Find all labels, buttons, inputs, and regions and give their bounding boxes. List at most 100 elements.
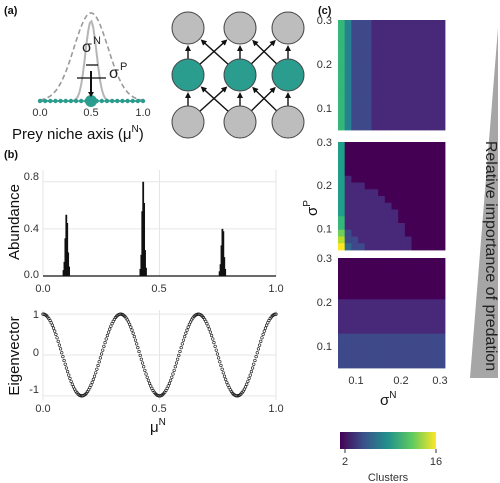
panel-c-label: (c) [318,5,332,17]
heatmap-cell [418,81,426,90]
heatmap-cell [438,361,446,369]
heatmap-cell [384,223,392,231]
heatmap-cell [344,88,352,97]
heatmap-cell [431,88,439,97]
heatmap-cell [411,361,419,369]
heatmap-cell [438,209,446,217]
heatmap-cell [438,243,446,251]
heatmap-cell [411,47,419,55]
heatmap-cell [438,162,446,170]
heatmap-cell [364,313,372,321]
heatmap-cell [404,148,412,156]
heatmap-cell [431,278,439,286]
heatmap-cell [438,123,446,131]
heatmap-cell [364,116,372,124]
niche-point [140,98,146,104]
heatmap-cell [398,26,406,35]
heatmap-cell [438,102,446,110]
heatmap-cell [358,75,366,83]
sigma-p-ylabel: σP [302,200,321,216]
heatmap-cell [338,333,346,341]
niche-point [120,98,125,104]
heatmap-cell [398,209,406,217]
a-xtick: 0.0 [32,107,47,119]
heatmap-cell [378,81,386,90]
heatmap-cell [404,155,412,163]
eigenvector-ytick: 0 [33,347,39,359]
heatmap-cell [438,313,446,321]
eigenvector-point [174,361,179,365]
heatmap-cell [351,102,359,110]
heatmap-cell [438,109,446,117]
heatmap-cell [338,54,346,62]
eigenvector-point [256,347,261,351]
heatmap-cell [438,306,446,314]
heatmap-cell [378,278,386,286]
heatmap-cell [344,278,352,286]
heatmap-cell [418,61,426,69]
eigenvector-point [245,382,249,386]
heatmap-cell [431,216,439,224]
heatmap-cell [358,354,366,362]
heatmap-cell [431,243,439,251]
eigenvector-point [140,361,145,365]
niche-point [125,98,130,104]
heatmap-cell [404,95,412,103]
heatmap-cell [358,236,366,244]
heatmap-cell [351,347,359,355]
prey-node [271,58,305,92]
heatmap-cell [384,155,392,163]
predator-node [223,11,257,45]
heatmap-cell [424,169,433,177]
heatmap-cell [338,196,346,204]
heatmap-cell [391,189,399,197]
heatmap-cell [398,258,406,266]
heatmap-cell [404,26,412,35]
heatmap-cell [391,202,399,210]
heatmap-cell [364,361,372,369]
eigenvector-point [105,333,109,338]
eigenvector-point [259,339,263,343]
eigenvector-point [108,327,112,331]
heatmap-cell [418,102,426,110]
heatmap-cell [424,278,433,286]
network-arrow [199,88,225,112]
heatmap-cell [344,196,352,204]
heatmap-cell [384,116,392,124]
heatmap-cell [411,182,419,190]
eigenvector-point [67,373,71,377]
heatmap-cell [398,319,406,328]
heatmap-cell [404,40,412,48]
heatmap-cell [364,326,372,335]
heatmap-cell [398,243,406,251]
eigenvector-point [68,376,72,380]
heatmap-cell [438,189,446,197]
heatmap-cell [411,209,419,217]
heatmap-cell [378,68,386,76]
heatmap-cell [411,162,419,170]
heatmap-cell [418,354,426,362]
heatmap-cell [338,209,346,217]
heatmap-cell [338,271,346,280]
heatmap-cell [424,95,433,103]
eigenvector-point [179,346,183,350]
heatmap-cell [411,148,419,156]
heatmap-cell [384,26,392,35]
heatmap-cell [364,347,372,355]
colorbar-gradient [340,432,436,449]
eigenvector-point [213,344,217,348]
abundance-bar [221,228,224,276]
sigma-p-sup: P [120,61,127,73]
heatmap-cell [364,299,372,307]
heatmap-cell [338,354,346,362]
heatmap-cell [431,299,439,307]
eigenvector-point [142,365,146,369]
heatmap-cell [418,162,426,170]
heatmap-cell [391,229,399,237]
heatmap-cell [338,40,346,48]
heatmap-cell [438,202,446,210]
abundance-bar [68,266,70,276]
heatmap-cell [338,189,346,197]
eigenvector-point [254,355,258,359]
heatmap-ytick: 0.1 [317,341,332,353]
